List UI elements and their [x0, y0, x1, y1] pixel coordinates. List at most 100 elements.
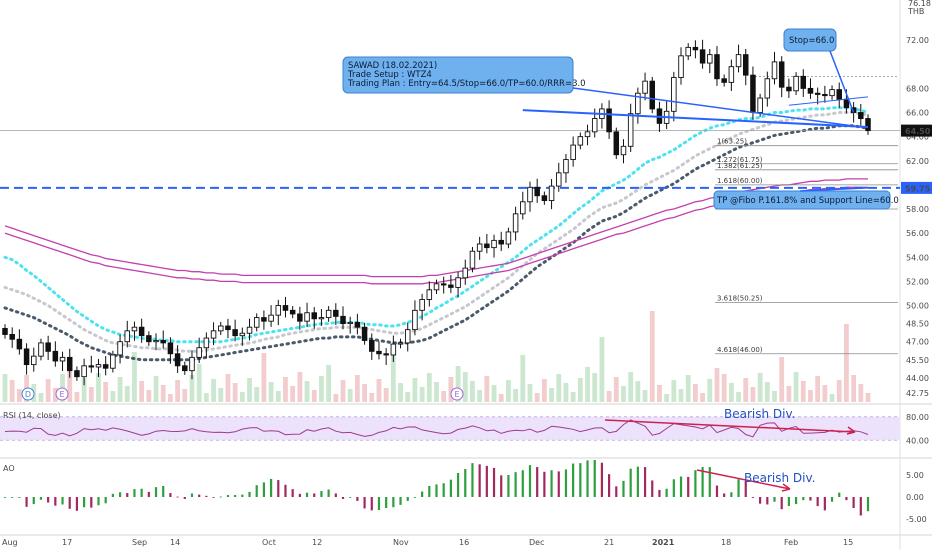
ao-bar [406, 497, 409, 501]
ao-bar [593, 459, 596, 497]
volume-bar [398, 383, 403, 402]
ao-bar [298, 493, 301, 497]
fibo-level-label: 1.382(61.25) [717, 162, 763, 170]
candle-body [570, 144, 576, 161]
volume-bar [693, 384, 698, 402]
ao-bar [111, 493, 114, 497]
x-axis-tick: 15 [843, 538, 853, 547]
volume-bar [657, 385, 662, 402]
volume-bar [851, 375, 857, 402]
ao-bar [363, 497, 366, 509]
candle-body [534, 186, 540, 197]
volume-bar [577, 378, 583, 402]
ao-bar [154, 487, 158, 497]
volume-bar [103, 382, 109, 402]
ao-axis-tick: 0.00 [906, 493, 924, 502]
candle-body [685, 46, 691, 57]
ao-bar [500, 475, 503, 497]
volume-bar [96, 373, 101, 402]
volume-bar [340, 380, 346, 402]
candle-body [829, 89, 835, 97]
rsi-axis-tick: 80.00 [906, 413, 929, 422]
volume-bar [383, 388, 389, 402]
volume-bar [786, 386, 792, 402]
volume-bar [247, 378, 252, 402]
ao-axis-tick: -5.00 [906, 515, 927, 524]
volume-bar [441, 391, 447, 402]
volume-bar [556, 374, 562, 402]
ao-bar [90, 497, 93, 508]
ao-bar [708, 467, 711, 497]
price-axis-tick: 42.75 [906, 389, 929, 398]
event-marker-label: E [59, 390, 64, 399]
volume-bar [455, 366, 461, 402]
volume-bar [239, 392, 245, 402]
candle-body [66, 356, 73, 372]
trade-setup-text: Trading Plan : Entry=64.5/Stop=66.0/TP=6… [347, 79, 586, 89]
support-price-tag [901, 181, 932, 194]
x-axis-tick: 14 [170, 538, 180, 547]
volume-bar [865, 393, 871, 402]
candle-body [174, 353, 181, 367]
ao-bar [579, 463, 582, 497]
volume-bar [146, 390, 152, 402]
candle-body [556, 172, 562, 187]
candle-body [699, 49, 706, 64]
price-axis-tick: 48.50 [906, 320, 929, 329]
candle-body [484, 243, 490, 249]
ao-bar [794, 497, 798, 505]
candle-body [124, 330, 131, 343]
ao-bar [723, 493, 726, 497]
volume-bar [491, 385, 497, 402]
ao-bar [572, 463, 575, 497]
candle-body [23, 348, 30, 366]
volume-bar [829, 394, 835, 402]
callout-pointer [799, 187, 869, 192]
ao-bar [219, 496, 222, 498]
volume-bar [822, 385, 828, 402]
ao-bar [385, 497, 388, 509]
volume-bar [225, 374, 231, 402]
volume-bars [2, 311, 871, 402]
volume-bar [168, 394, 173, 402]
ao-bar [277, 480, 280, 497]
candle-body [289, 309, 296, 315]
candle-body [182, 365, 188, 372]
ao-bar [421, 491, 424, 497]
ao-bar [255, 485, 258, 497]
drawings[interactable]: SAWAD (18.02.2021)Trade Setup : WTZ4Trad… [21, 28, 899, 401]
volume-bar [311, 390, 317, 402]
candle-body [354, 321, 361, 328]
ao-bar [169, 493, 172, 497]
trade-setup-box [342, 56, 574, 94]
candle-body [462, 267, 469, 279]
ao-bar [162, 485, 165, 497]
volume-bar [419, 387, 425, 402]
ao-bar [39, 497, 43, 500]
volume-bar [671, 380, 677, 402]
ao-bar [75, 497, 79, 511]
ao-bar [737, 479, 740, 497]
candle-body [153, 340, 159, 343]
volume-bar [563, 383, 569, 402]
currency-label: THB [907, 7, 924, 16]
candle-body [577, 136, 584, 146]
x-axis-tick: Oct [262, 538, 276, 547]
ao-pane: AO Bearish Div. [3, 459, 870, 516]
candle-body [369, 340, 375, 352]
volume-bar [88, 387, 94, 402]
ao-bar [528, 465, 532, 497]
ao-bar [802, 497, 805, 501]
ao-bar [377, 497, 381, 510]
ao-bar [248, 491, 251, 497]
ao-bar [147, 491, 150, 497]
candle-body [728, 66, 735, 83]
rsi-pane: RSI (14, close) Bearish Div. [0, 407, 900, 441]
candle-body [45, 342, 51, 352]
ao-bar [11, 497, 14, 498]
candle-body [390, 343, 397, 356]
volume-bar [45, 379, 51, 402]
event-marker [55, 387, 69, 401]
volume-bar [808, 390, 813, 402]
